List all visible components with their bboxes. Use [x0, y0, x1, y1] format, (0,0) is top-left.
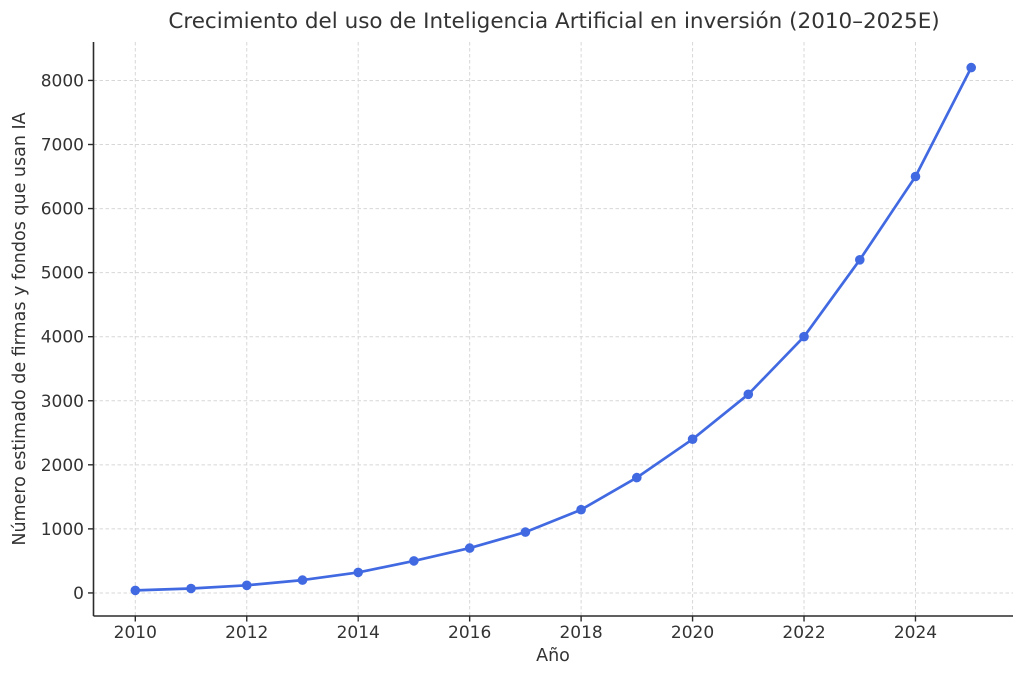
y-tick-label: 1000: [41, 520, 84, 540]
data-point: [799, 331, 809, 342]
y-tick-label: 6000: [41, 200, 84, 220]
x-tick-label: 2020: [671, 623, 714, 643]
chart-title: Crecimiento del uso de Inteligencia Arti…: [168, 9, 939, 34]
x-tick-label: 2014: [337, 623, 380, 643]
y-tick-label: 3000: [41, 392, 84, 412]
data-point: [520, 527, 531, 537]
data-point: [576, 504, 586, 515]
y-tick-label: 8000: [41, 71, 84, 91]
x-tick-label: 2010: [114, 623, 157, 643]
axis-spines: [92, 42, 1013, 617]
x-tick-label: 2016: [448, 623, 491, 643]
gridlines: [93, 42, 1013, 616]
x-tick-label: 2012: [225, 623, 268, 643]
data-point: [242, 580, 252, 591]
y-tick-label: 0: [73, 584, 84, 604]
data-line: [133, 66, 973, 592]
data-points: [130, 62, 976, 596]
y-tick-label: 5000: [41, 264, 84, 284]
data-point: [855, 254, 865, 265]
x-tick-label: 2018: [559, 623, 602, 643]
data-point: [632, 472, 642, 483]
data-point: [743, 389, 754, 400]
data-point: [966, 62, 976, 73]
y-tick-labels: 0 1000 2000 3000 4000 5000 6000 7000 8000: [41, 71, 84, 604]
data-point: [910, 171, 921, 182]
tick-marks: [88, 79, 917, 622]
y-axis-label: Número estimado de firmas y fondos que u…: [10, 112, 30, 545]
data-point: [409, 556, 419, 566]
data-point: [130, 585, 141, 596]
x-axis-label: Año: [536, 646, 570, 666]
x-tick-label: 2022: [782, 623, 825, 643]
y-tick-label: 2000: [41, 456, 84, 476]
data-point: [353, 567, 364, 578]
data-point: [186, 583, 196, 594]
x-tick-labels: 2010 2012 2014 2016 2018 2020 2022 2024: [114, 623, 937, 643]
data-point: [687, 434, 698, 445]
data-point: [464, 543, 475, 553]
y-tick-label: 4000: [41, 328, 84, 348]
x-tick-label: 2024: [894, 623, 937, 643]
data-point: [297, 575, 308, 585]
y-tick-label: 7000: [41, 136, 84, 156]
